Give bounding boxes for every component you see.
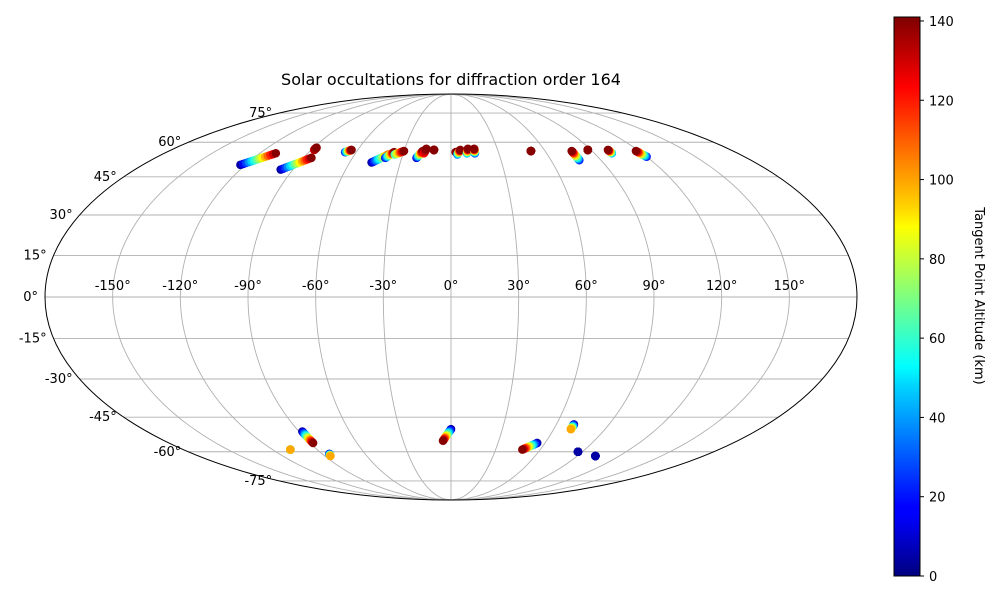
latitude-tick-label: -60° <box>154 445 182 460</box>
occultation-point <box>567 146 576 156</box>
longitude-tick-label: -150° <box>95 279 131 294</box>
occultation-point <box>399 146 409 156</box>
occultation-point <box>603 145 613 155</box>
occultation-point <box>456 145 465 155</box>
colorbar-ticks: 0 20 40 60 80 100 120 140 <box>920 15 954 585</box>
occultation-point <box>438 436 448 446</box>
occultation-point <box>307 153 316 163</box>
graticule-grid <box>45 94 857 500</box>
longitude-tick-label: 120° <box>706 279 737 294</box>
colorbar-gradient <box>893 16 921 577</box>
occultation-point <box>271 148 281 158</box>
colorbar: 0 20 40 60 80 100 120 140 Tangent Point Altitud… <box>893 15 986 585</box>
occultation-point <box>526 146 536 156</box>
occultation-point <box>326 451 335 461</box>
longitude-tick-label: 30° <box>507 279 530 294</box>
colorbar-tick-label: 40 <box>929 411 946 426</box>
occultation-point <box>312 143 321 152</box>
latitude-tick-label: 0° <box>23 290 38 305</box>
colorbar-tick-label: 120 <box>929 94 954 109</box>
latitude-tick-label: 60° <box>158 135 181 150</box>
colorbar-tick-label: 60 <box>929 332 946 347</box>
occultation-point <box>591 451 600 461</box>
latitude-tick-label: 15° <box>24 248 47 263</box>
occultation-point <box>583 145 593 155</box>
occultation-point <box>469 144 479 154</box>
latitude-tick-label: -75° <box>244 474 272 489</box>
longitude-tick-label: -60° <box>302 279 330 294</box>
occultation-point <box>286 445 295 454</box>
latitude-tick-label: 45° <box>94 170 117 185</box>
longitude-tick-label: -90° <box>234 279 262 294</box>
latitude-tick-labels: 75° 60° 45° 30° 15° 0° -15° -30° -45° -60° -75° <box>19 106 272 489</box>
occultation-point <box>429 145 439 155</box>
latitude-tick-label: 30° <box>50 208 73 223</box>
occultation-point <box>463 144 473 154</box>
occultation-point <box>566 424 576 434</box>
occultation-point <box>308 438 318 448</box>
occultation-point <box>518 445 527 454</box>
occultation-point <box>422 144 431 154</box>
occultation-point <box>573 447 583 457</box>
colorbar-label: Tangent Point Altitude (km) <box>971 206 986 384</box>
chart-title: Solar occultations for diffraction order… <box>281 70 621 89</box>
longitude-tick-labels: -150° -120° -90° -60° -30° 0° 30° 60° 90° 120° 150… <box>95 279 805 294</box>
longitude-tick-label: 150° <box>774 279 805 294</box>
longitude-tick-label: 60° <box>575 279 598 294</box>
colorbar-tick-label: 80 <box>929 253 946 268</box>
occultation-point <box>631 146 641 156</box>
longitude-tick-label: 90° <box>642 279 665 294</box>
latitude-tick-label: -30° <box>45 372 73 387</box>
longitude-tick-label: 0° <box>444 279 459 294</box>
longitude-tick-label: -120° <box>162 279 198 294</box>
colorbar-tick-label: 20 <box>929 491 946 506</box>
colorbar-tick-label: 140 <box>929 15 954 30</box>
occultation-points <box>236 143 651 461</box>
longitude-tick-label: -30° <box>369 279 397 294</box>
occultation-point <box>347 145 356 155</box>
colorbar-tick-label: 0 <box>929 570 937 585</box>
latitude-tick-label: -45° <box>89 410 117 425</box>
latitude-tick-label: -15° <box>19 332 47 347</box>
map-boundary <box>44 93 858 501</box>
latitude-tick-label: 75° <box>249 106 272 121</box>
colorbar-tick-label: 100 <box>929 174 954 189</box>
